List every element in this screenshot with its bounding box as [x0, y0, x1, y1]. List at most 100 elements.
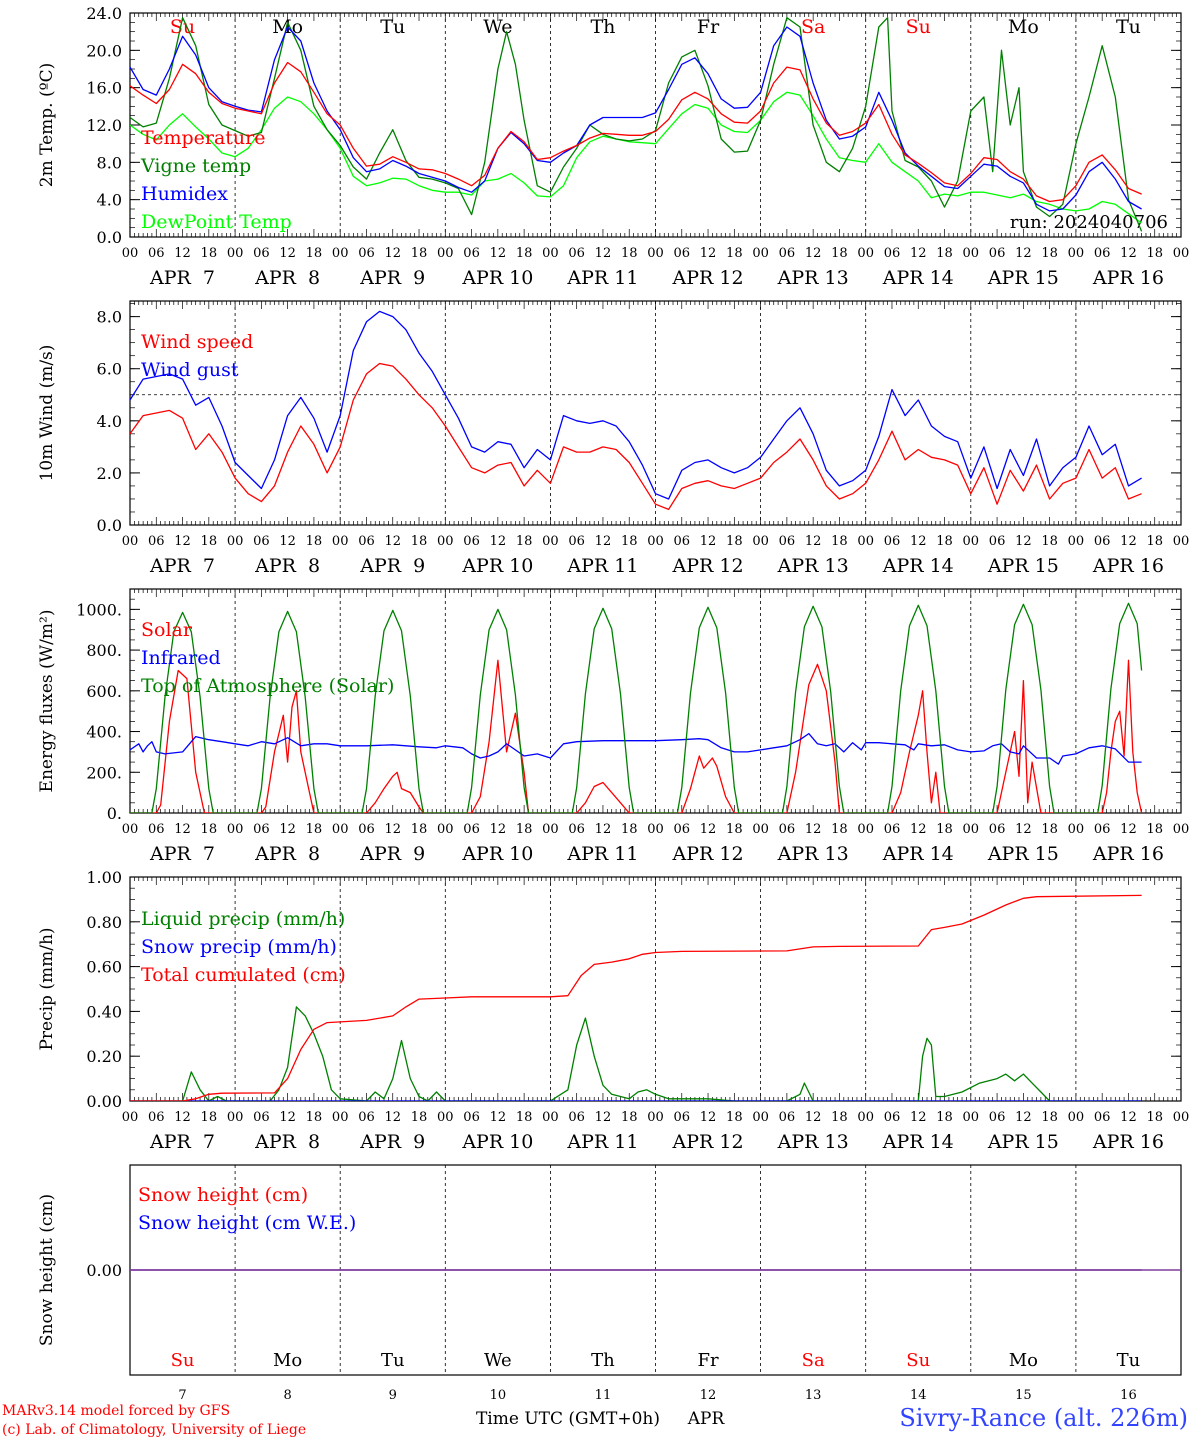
x-hour-label: 06	[1094, 246, 1111, 261]
x-hour-label: 06	[463, 822, 480, 837]
y-tick-label: 0.00	[86, 1092, 122, 1111]
weekday-label-bottom: Fr	[698, 1350, 719, 1371]
x-hour-label: 12	[1120, 1110, 1137, 1125]
x-date-label: APR 7	[149, 843, 215, 865]
x-hour-label: 12	[279, 246, 296, 261]
x-hour-label: 18	[1041, 1110, 1058, 1125]
x-date-label: APR 15	[987, 1131, 1059, 1153]
x-hour-label: 00	[227, 534, 244, 549]
x-hour-label: 18	[516, 822, 533, 837]
x-hour-label: 06	[253, 822, 270, 837]
x-hour-label: 18	[1041, 822, 1058, 837]
x-hour-label: 00	[542, 246, 559, 261]
x-date-label: APR 8	[254, 1131, 320, 1153]
x-hour-label: 12	[384, 534, 401, 549]
y-tick-label: 400.	[86, 723, 122, 742]
x-hour-label: 12	[910, 534, 927, 549]
x-date-label: APR 15	[987, 843, 1059, 865]
series-line-total-cumulated-cm-	[130, 894, 1142, 1101]
y-axis-title: 2m Temp. (ºC)	[37, 63, 57, 188]
x-hour-label: 12	[490, 1110, 507, 1125]
x-hour-label: 18	[516, 534, 533, 549]
series-group	[130, 310, 1142, 511]
x-hour-label: 00	[122, 534, 139, 549]
x-hour-label: 00	[437, 1110, 454, 1125]
x-hour-label: 06	[989, 822, 1006, 837]
x-hour-label: 12	[910, 246, 927, 261]
series-line-humidex	[130, 26, 1142, 212]
y-axis-title: Energy fluxes (W/m²)	[37, 610, 57, 793]
series-line-dewpoint-temp	[130, 91, 1142, 224]
day-number-label: 10	[490, 1388, 507, 1403]
x-hour-label: 06	[1094, 534, 1111, 549]
weekday-label-top: We	[483, 16, 512, 38]
x-hour-label: 06	[674, 534, 691, 549]
x-hour-label: 00	[647, 1110, 664, 1125]
x-hour-label: 06	[779, 534, 796, 549]
x-hour-label: 00	[227, 822, 244, 837]
x-hour-label: 00	[857, 534, 874, 549]
day-number-label: 14	[910, 1388, 927, 1403]
x-date-label: APR 12	[672, 843, 744, 865]
x-hour-label: 18	[411, 246, 428, 261]
x-hour-label: 12	[279, 1110, 296, 1125]
y-tick-label: 4.0	[97, 412, 122, 431]
x-date-label: APR 15	[987, 555, 1059, 577]
x-hour-label: 06	[358, 822, 375, 837]
x-hour-label: 12	[595, 534, 612, 549]
x-date-label: APR 11	[566, 1131, 638, 1153]
y-tick-label: 6.0	[97, 360, 122, 379]
legend-entry: Total cumulated (cm)	[141, 964, 346, 986]
x-hour-label: 06	[568, 534, 585, 549]
day-number-label: 7	[178, 1388, 186, 1403]
x-date-label: APR 14	[882, 843, 954, 865]
x-hour-label: 00	[647, 534, 664, 549]
day-number-label: 11	[595, 1388, 612, 1403]
legend-entry: DewPoint Temp	[141, 211, 292, 233]
x-hour-label: 18	[411, 822, 428, 837]
x-hour-label: 00	[332, 246, 349, 261]
x-hour-label: 06	[463, 246, 480, 261]
x-hour-label: 00	[752, 246, 769, 261]
legend-entry: Snow precip (mm/h)	[141, 936, 337, 958]
x-hour-label: 06	[779, 246, 796, 261]
x-hour-label: 18	[936, 246, 953, 261]
x-hour-label: 00	[1173, 246, 1190, 261]
plot-frame	[129, 588, 1182, 814]
x-hour-label: 00	[437, 822, 454, 837]
weekday-label-top: Sa	[801, 16, 825, 38]
weekday-label-bottom: Tu	[1117, 1350, 1141, 1371]
y-axis-title: Precip (mm/h)	[37, 927, 57, 1050]
x-hour-label: 18	[726, 246, 743, 261]
x-date-label: APR 12	[672, 1131, 744, 1153]
x-hour-label: 18	[201, 534, 218, 549]
legend-entry: Liquid precip (mm/h)	[141, 908, 345, 930]
x-hour-label: 06	[989, 1110, 1006, 1125]
x-hour-label: 18	[621, 246, 638, 261]
x-hour-label: 12	[384, 246, 401, 261]
x-hour-label: 00	[1068, 1110, 1085, 1125]
y-tick-label: 0.0	[97, 228, 122, 247]
x-hour-label: 12	[595, 1110, 612, 1125]
x-hour-label: 18	[936, 822, 953, 837]
x-hour-label: 18	[621, 1110, 638, 1125]
x-date-label: APR 12	[672, 267, 744, 289]
x-hour-label: 12	[174, 822, 191, 837]
series-line-temperature	[130, 61, 1142, 203]
y-tick-label: 8.0	[97, 308, 122, 327]
x-date-label: APR 14	[882, 555, 954, 577]
y-tick-label: 0.	[107, 804, 122, 823]
x-date-label: APR 7	[149, 555, 215, 577]
x-date-label: APR 13	[777, 555, 849, 577]
y-tick-label: 800.	[86, 641, 122, 660]
x-hour-label: 06	[674, 246, 691, 261]
weekday-label-top: Tu	[1116, 16, 1141, 38]
x-hour-label: 00	[752, 1110, 769, 1125]
weekday-label-bottom: Su	[171, 1350, 195, 1371]
x-date-label: APR 16	[1092, 555, 1164, 577]
legend-entry: Top of Atmosphere (Solar)	[141, 675, 394, 697]
y-tick-label: 0.20	[86, 1047, 122, 1066]
x-hour-label: 06	[253, 246, 270, 261]
x-hour-label: 00	[1173, 822, 1190, 837]
